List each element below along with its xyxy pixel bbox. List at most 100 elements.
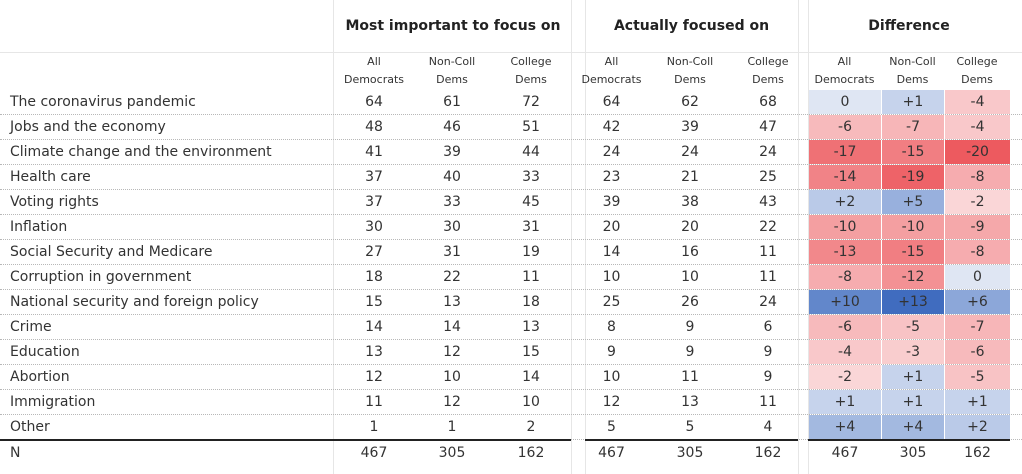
row-separator xyxy=(0,214,1022,215)
row-label: Abortion xyxy=(10,369,70,385)
table-row: Health care 37 40 33 23 21 25 -14 -19 -8 xyxy=(0,165,1022,190)
value-cell: 11 xyxy=(681,369,699,385)
value-cell: 1 xyxy=(369,419,379,435)
table-row: Climate change and the environment 41 39 44… xyxy=(0,140,1022,165)
group-header: Most important to focus on xyxy=(345,18,561,34)
difference-cell: 0 xyxy=(945,265,1010,289)
value-cell: 9 xyxy=(607,344,616,360)
value-cell: 15 xyxy=(365,294,383,310)
value-cell: 41 xyxy=(365,144,383,160)
value-cell: 45 xyxy=(522,194,540,210)
value-cell: 10 xyxy=(443,369,461,385)
subheader-line2: Democrats xyxy=(343,73,405,86)
row-separator xyxy=(0,364,1022,365)
difference-cell: +1 xyxy=(945,390,1010,414)
table-row: Inflation 30 30 31 20 20 22 -10 -10 -9 xyxy=(0,215,1022,240)
value-cell: 14 xyxy=(365,319,383,335)
value-cell: 305 xyxy=(438,445,466,461)
subheader-line1: College xyxy=(956,55,998,68)
difference-cell: -6 xyxy=(809,115,881,139)
difference-cell: +2 xyxy=(945,415,1010,439)
subheader-line2: Dems xyxy=(436,73,468,86)
value-cell: 21 xyxy=(681,169,699,185)
value-cell: 37 xyxy=(365,194,383,210)
value-cell: 31 xyxy=(443,244,461,260)
value-cell: 38 xyxy=(681,194,699,210)
value-cell: 13 xyxy=(365,344,383,360)
row-separator xyxy=(0,264,1022,265)
difference-cell: +2 xyxy=(809,190,881,214)
difference-cell: 0 xyxy=(809,90,881,114)
difference-cell: -2 xyxy=(809,365,881,389)
value-cell: 18 xyxy=(522,294,540,310)
subheader-line2: Dems xyxy=(674,73,706,86)
difference-cell: -15 xyxy=(882,140,944,164)
value-cell: 162 xyxy=(754,445,782,461)
value-cell: 11 xyxy=(365,394,383,410)
value-cell: 20 xyxy=(681,219,699,235)
difference-cell: -10 xyxy=(809,215,881,239)
row-label: Corruption in government xyxy=(10,269,192,285)
row-label: Immigration xyxy=(10,394,96,410)
value-cell: 19 xyxy=(522,244,540,260)
difference-cell: -15 xyxy=(882,240,944,264)
value-cell: 24 xyxy=(681,144,699,160)
column-subheader: All Democrats xyxy=(571,52,652,90)
difference-cell: -10 xyxy=(882,215,944,239)
column-subheader: Non-Coll Dems xyxy=(881,52,944,90)
value-cell: 14 xyxy=(522,369,540,385)
value-cell: 20 xyxy=(602,219,621,235)
value-cell: 40 xyxy=(443,169,461,185)
column-subheader: Non-Coll Dems xyxy=(413,52,491,90)
column-subheader: College Dems xyxy=(491,52,571,90)
value-cell: 25 xyxy=(602,294,621,310)
row-separator xyxy=(0,189,1022,190)
subheader-line2: Dems xyxy=(515,73,547,86)
subheader-line1: All xyxy=(604,55,619,68)
value-cell: 51 xyxy=(522,119,540,135)
value-cell: 12 xyxy=(443,344,461,360)
row-label: National security and foreign policy xyxy=(10,294,259,310)
difference-cell: -12 xyxy=(882,265,944,289)
row-separator xyxy=(0,114,1022,115)
difference-cell: +4 xyxy=(809,415,881,439)
value-cell: 13 xyxy=(681,394,699,410)
value-cell: 10 xyxy=(602,369,621,385)
value-cell: 11 xyxy=(759,244,777,260)
row-label: Education xyxy=(10,344,80,360)
subheader-line1: College xyxy=(747,55,789,68)
difference-cell: -7 xyxy=(882,115,944,139)
total-rule xyxy=(808,439,1010,441)
value-cell: 11 xyxy=(759,269,777,285)
difference-cell: +13 xyxy=(882,290,944,314)
grid-line xyxy=(333,0,334,474)
difference-cell: 162 xyxy=(964,445,991,461)
value-cell: 22 xyxy=(759,219,777,235)
value-cell: 30 xyxy=(365,219,383,235)
table-row: Education 13 12 15 9 9 9 -4 -3 -6 xyxy=(0,340,1022,365)
row-label: N xyxy=(10,445,21,461)
value-cell: 48 xyxy=(365,119,383,135)
value-cell: 42 xyxy=(602,119,621,135)
value-cell: 14 xyxy=(443,319,461,335)
row-label: Inflation xyxy=(10,219,68,235)
row-label: Crime xyxy=(10,319,52,335)
value-cell: 9 xyxy=(685,344,695,360)
difference-cell: -4 xyxy=(809,340,881,364)
table-row: Corruption in government 18 22 11 10 10 11 -8 -1… xyxy=(0,265,1022,290)
value-cell: 10 xyxy=(602,269,621,285)
value-cell: 2 xyxy=(526,419,536,435)
grid-line xyxy=(571,0,572,474)
row-separator xyxy=(0,239,1022,240)
row-label: Voting rights xyxy=(10,194,99,210)
value-cell: 44 xyxy=(522,144,540,160)
difference-cell: 305 xyxy=(899,445,927,461)
column-subheader: Non-Coll Dems xyxy=(652,52,728,90)
difference-cell: -2 xyxy=(945,190,1010,214)
table-row: Jobs and the economy 48 46 51 42 39 47 -6 -7 -4 xyxy=(0,115,1022,140)
difference-cell: -8 xyxy=(945,240,1010,264)
difference-cell: -13 xyxy=(809,240,881,264)
grid-line xyxy=(585,0,586,474)
value-cell: 8 xyxy=(607,319,616,335)
value-cell: 4 xyxy=(763,419,773,435)
